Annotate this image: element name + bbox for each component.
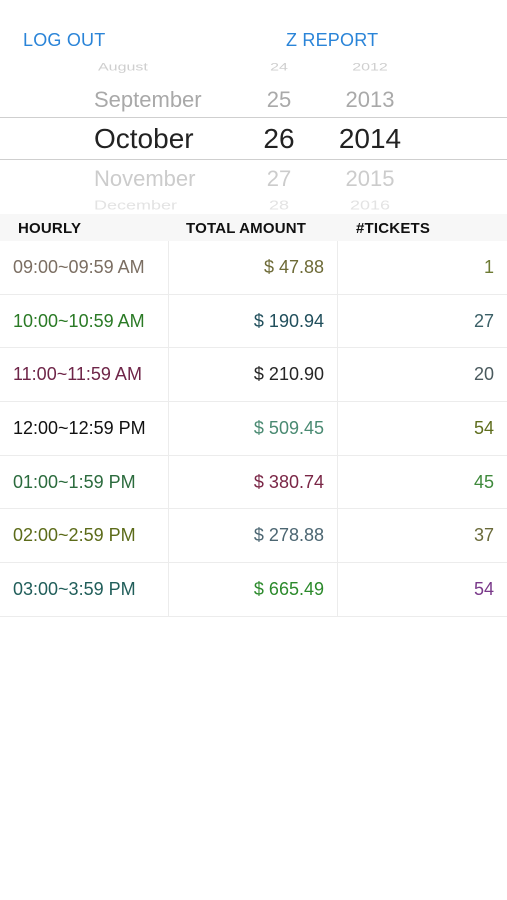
amount-cell: $ 665.49	[169, 563, 338, 616]
hour-cell: 02:00~2:59 PM	[0, 509, 169, 563]
day-option[interactable]: 27	[266, 166, 292, 191]
tickets-cell: 54	[473, 578, 494, 599]
amount-cell: $ 210.90	[169, 348, 338, 402]
hourly-report-table: HOURLY TOTAL AMOUNT #TICKETS 09:00~09:59…	[0, 214, 507, 617]
year-option[interactable]: 2012	[352, 61, 388, 74]
hour-cell: 12:00~12:59 PM	[0, 402, 169, 455]
day-selected[interactable]: 26	[263, 123, 295, 154]
month-selected[interactable]: October	[94, 123, 194, 154]
hour-cell: 03:00~3:59 PM	[0, 563, 169, 616]
table-row[interactable]: 09:00~09:59 AM $ 47.88 1	[0, 241, 507, 295]
amount-cell: $ 190.94	[169, 294, 338, 348]
z-report-button[interactable]: Z REPORT	[286, 30, 379, 50]
month-option[interactable]: September	[94, 87, 202, 112]
table-row[interactable]: 01:00~1:59 PM $ 380.74 45	[0, 455, 507, 510]
column-header-total-amount: TOTAL AMOUNT	[186, 220, 307, 237]
amount-cell: $ 380.74	[169, 455, 338, 509]
column-header-hourly: HOURLY	[18, 220, 82, 237]
table-row[interactable]: 02:00~2:59 PM $ 278.88 37	[0, 509, 507, 564]
table-row[interactable]: 12:00~12:59 PM $ 509.45 54	[0, 402, 507, 456]
date-picker[interactable]: August September October November Decemb…	[0, 58, 507, 214]
column-header-tickets: #TICKETS	[356, 220, 431, 237]
tickets-cell: 27	[473, 310, 494, 331]
tickets-cell: 45	[473, 471, 494, 492]
month-wheel[interactable]: August September October November Decemb…	[94, 58, 234, 214]
amount-cell: $ 509.45	[169, 402, 338, 455]
month-option[interactable]: August	[98, 61, 148, 74]
picker-selection-top-line	[0, 117, 507, 118]
hour-cell: 11:00~11:59 AM	[0, 348, 169, 402]
year-option[interactable]: 2016	[349, 198, 391, 213]
picker-selection-bottom-line	[0, 159, 507, 160]
day-option[interactable]: 24	[270, 61, 288, 74]
tickets-cell: 37	[473, 525, 494, 546]
day-wheel[interactable]: 24 25 26 27 28	[258, 58, 300, 214]
month-option[interactable]: November	[94, 166, 196, 191]
hour-cell: 10:00~10:59 AM	[0, 294, 169, 348]
table-row[interactable]: 11:00~11:59 AM $ 210.90 20	[0, 348, 507, 403]
table-row[interactable]: 03:00~3:59 PM $ 665.49 54	[0, 563, 507, 617]
table-row[interactable]: 10:00~10:59 AM $ 190.94 27	[0, 294, 507, 349]
logout-button[interactable]: LOG OUT	[23, 30, 106, 50]
tickets-cell: 1	[483, 256, 494, 277]
year-selected[interactable]: 2014	[338, 123, 402, 154]
amount-cell: $ 47.88	[169, 241, 338, 294]
year-option[interactable]: 2013	[345, 87, 395, 112]
table-header: HOURLY TOTAL AMOUNT #TICKETS	[0, 214, 507, 241]
hour-cell: 09:00~09:59 AM	[0, 241, 169, 294]
hour-cell: 01:00~1:59 PM	[0, 455, 169, 509]
tickets-cell: 54	[473, 417, 494, 438]
month-option[interactable]: December	[94, 198, 178, 213]
day-option[interactable]: 28	[268, 198, 290, 213]
year-wheel[interactable]: 2012 2013 2014 2015 2016	[334, 58, 406, 214]
tickets-cell: 20	[473, 364, 494, 385]
top-bar: LOG OUT Z REPORT	[0, 0, 507, 60]
day-option[interactable]: 25	[266, 87, 292, 112]
year-option[interactable]: 2015	[345, 166, 395, 191]
amount-cell: $ 278.88	[169, 509, 338, 563]
